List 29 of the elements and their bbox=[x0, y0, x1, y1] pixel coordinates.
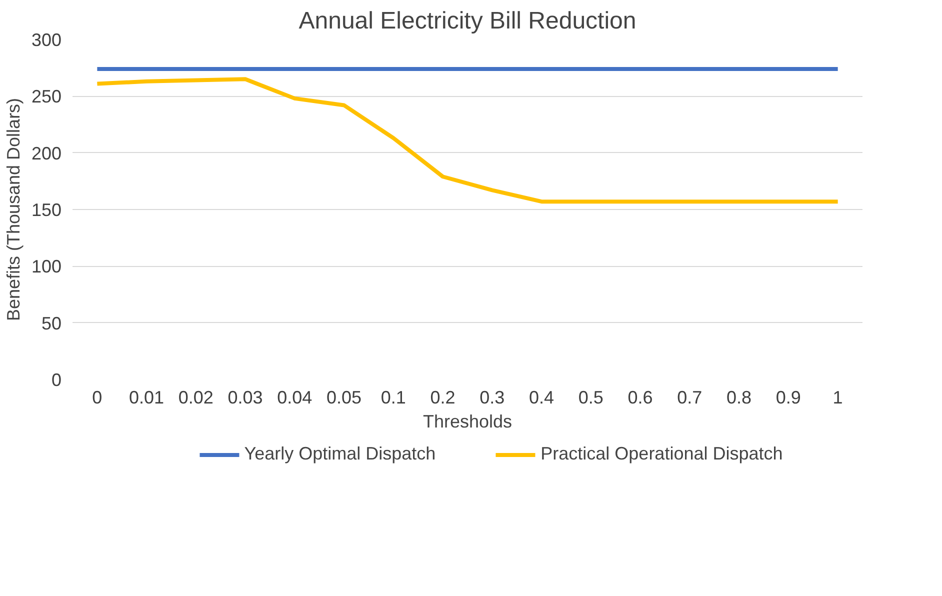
x-tick-label: 0.6 bbox=[628, 388, 653, 408]
legend-label: Practical Operational Dispatch bbox=[540, 444, 783, 464]
x-tick-label: 0 bbox=[92, 388, 102, 408]
y-tick-label: 300 bbox=[31, 30, 62, 50]
x-tick-label: 0.05 bbox=[326, 388, 362, 408]
x-tick-label: 0.3 bbox=[480, 388, 505, 408]
y-tick-label: 150 bbox=[31, 200, 62, 220]
x-tick-label: 1 bbox=[832, 388, 843, 408]
legend-label: Yearly Optimal Dispatch bbox=[244, 444, 436, 464]
x-tick-label: 0.1 bbox=[380, 388, 406, 408]
x-tick-label: 0.8 bbox=[726, 388, 752, 408]
chart-title: Annual Electricity Bill Reduction bbox=[298, 8, 636, 34]
y-tick-label: 0 bbox=[51, 370, 62, 390]
x-tick-label: 0.01 bbox=[129, 388, 164, 408]
y-tick-label: 200 bbox=[31, 143, 62, 164]
line-series bbox=[95, 77, 840, 204]
y-tick-label: 100 bbox=[31, 256, 62, 277]
x-tick-label: 0.03 bbox=[228, 388, 263, 408]
x-tick-label: 0.02 bbox=[178, 388, 214, 408]
y-tick-label: 50 bbox=[41, 313, 62, 334]
x-tick-label: 0.2 bbox=[430, 388, 456, 408]
x-tick-label: 0.5 bbox=[578, 388, 604, 408]
x-axis-title: Thresholds bbox=[422, 412, 512, 432]
x-tick-label: 0.04 bbox=[277, 388, 312, 408]
x-tick-label: 0.7 bbox=[677, 388, 702, 408]
y-axis-title: Benefits (Thousand Dollars) bbox=[3, 98, 24, 322]
x-tick-label: 0.4 bbox=[529, 388, 554, 408]
y-tick-label: 250 bbox=[31, 86, 62, 107]
x-tick-label: 0.9 bbox=[776, 388, 801, 408]
